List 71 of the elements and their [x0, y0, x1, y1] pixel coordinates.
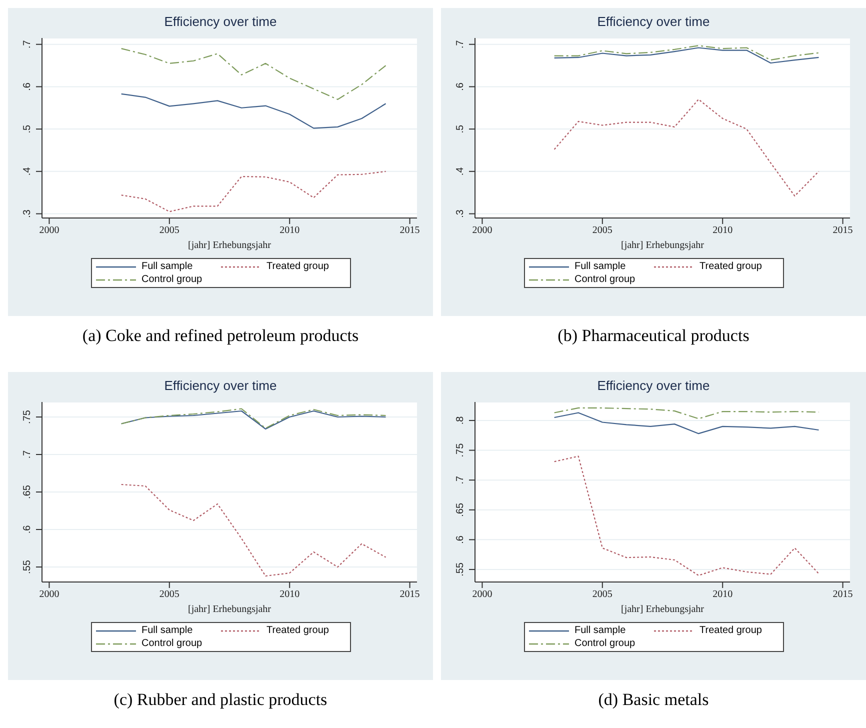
y-tick-label: .65: [22, 484, 33, 499]
line-series: [120, 93, 386, 129]
line-series: [554, 47, 820, 64]
legend-label: Treated group: [700, 625, 762, 636]
x-tick-label: 2010: [280, 225, 300, 236]
legend-label: Control group: [574, 638, 636, 649]
text: (d) Basic metals: [597, 690, 710, 711]
chart-title: Efficiency over time: [596, 378, 711, 395]
y-tick-label: .5: [455, 124, 466, 134]
text: (b) Pharmaceutical products: [556, 326, 750, 347]
x-tick-label: 2015: [400, 225, 420, 236]
y-tick-label: .7: [455, 475, 466, 484]
y-tick-label: .75: [455, 442, 466, 458]
line-series: [554, 456, 820, 576]
x-tick-label: 2005: [592, 589, 612, 600]
legend-label: Treated group: [700, 261, 762, 272]
x-tick-label: 2000: [39, 589, 60, 600]
text: (a) Coke and refined petroleum products: [81, 326, 360, 347]
legend-label: Full sample: [142, 261, 193, 272]
y-tick-label: .3: [22, 209, 33, 218]
x-tick-label: 2015: [832, 225, 853, 236]
x-axis-title: [jahr] Erhebungsjahr: [188, 240, 272, 251]
line-series: [120, 484, 386, 577]
x-tick-label: 2005: [159, 589, 180, 600]
line-series: [554, 98, 820, 197]
y-tick-label: .6: [455, 82, 466, 91]
x-tick-label: 2010: [280, 589, 300, 600]
legend-label: Full sample: [574, 261, 626, 272]
x-tick-label: 2000: [472, 589, 492, 600]
x-tick-label: 2005: [159, 225, 180, 236]
y-tick-label: .75: [22, 410, 33, 424]
y-tick-label: .3: [455, 209, 466, 218]
y-tick-label: .6: [22, 82, 33, 91]
legend-label: Full sample: [574, 625, 626, 636]
text: (c) Rubber and plastic products: [112, 690, 328, 711]
legend-label: Full sample: [142, 625, 193, 636]
legend-label: Control group: [574, 274, 636, 285]
legend-label: Control group: [142, 274, 202, 285]
y-tick-label: .6: [455, 535, 466, 544]
legend-label: Treated group: [266, 625, 329, 636]
y-tick-label: .5: [22, 124, 33, 134]
y-tick-label: .55: [22, 560, 33, 574]
legend-label: Treated group: [266, 261, 329, 272]
y-tick-label: .6: [22, 524, 33, 534]
x-tick-label: 2000: [39, 225, 60, 236]
legend-label: Control group: [142, 638, 202, 649]
line-series: [554, 45, 820, 61]
line-series: [120, 48, 386, 100]
y-tick-label: .65: [455, 502, 466, 517]
y-tick-label: .7: [22, 450, 33, 459]
y-tick-label: .7: [22, 40, 33, 49]
x-tick-label: 2010: [712, 589, 733, 600]
x-tick-label: 2015: [400, 589, 420, 600]
line-series: [554, 412, 820, 434]
chart-title: Efficiency over time: [163, 378, 278, 395]
chart-title: Efficiency over time: [596, 14, 711, 31]
x-axis-title: [jahr] Erhebungsjahr: [620, 604, 705, 615]
y-tick-label: .7: [455, 40, 466, 49]
x-axis-title: [jahr] Erhebungsjahr: [620, 240, 705, 251]
y-tick-label: .55: [455, 562, 466, 576]
y-tick-label: .4: [22, 166, 33, 176]
x-tick-label: 2010: [712, 225, 733, 236]
x-tick-label: 2005: [592, 225, 612, 236]
chart-title: Efficiency over time: [163, 14, 278, 31]
y-tick-label: .4: [455, 166, 466, 176]
x-tick-label: 2015: [832, 589, 853, 600]
x-tick-label: 2000: [472, 225, 492, 236]
y-tick-label: .8: [455, 416, 466, 425]
x-axis-title: [jahr] Erhebungsjahr: [188, 604, 272, 615]
line-series: [120, 170, 386, 212]
line-series: [554, 407, 820, 420]
